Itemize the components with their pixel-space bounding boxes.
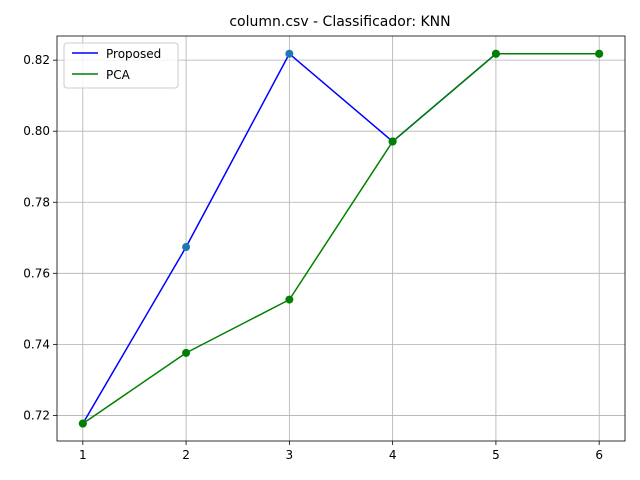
series-pca xyxy=(78,49,604,428)
series-line-pca xyxy=(82,53,600,425)
x-tick-label: 1 xyxy=(79,448,87,462)
x-tick-label: 5 xyxy=(492,448,500,462)
series-layer xyxy=(78,49,604,428)
x-tick-label: 2 xyxy=(182,448,190,462)
y-tick-label: 0.82 xyxy=(23,53,50,67)
data-point-pca xyxy=(595,49,604,58)
y-tick-label: 0.76 xyxy=(23,266,50,280)
y-tick-label: 0.72 xyxy=(23,408,50,422)
x-tick-label: 6 xyxy=(595,448,603,462)
data-point-pca xyxy=(491,49,500,58)
legend-label-proposed: Proposed xyxy=(106,47,161,61)
data-point-pca xyxy=(388,137,397,146)
legend-box xyxy=(63,42,179,89)
data-point-proposed xyxy=(285,49,294,58)
y-tick-label: 0.80 xyxy=(23,124,50,138)
plot-frame xyxy=(56,35,626,442)
y-tick-label: 0.74 xyxy=(23,337,50,351)
y-tick-label: 0.78 xyxy=(23,195,50,209)
legend-label-pca: PCA xyxy=(106,68,131,82)
axis-ticks: 1 2 3 4 5 6 0.72 0.74 0.76 0.78 0.80 0.82 xyxy=(23,53,603,462)
data-point-proposed xyxy=(182,243,191,252)
x-tick-label: 3 xyxy=(286,448,294,462)
data-point-pca xyxy=(182,348,191,357)
grid xyxy=(57,36,625,441)
x-tick-label: 4 xyxy=(389,448,397,462)
legend: Proposed PCA xyxy=(63,42,179,89)
data-point-pca xyxy=(78,419,87,428)
data-point-pca xyxy=(285,295,294,304)
chart-title: column.csv - Classificador: KNN xyxy=(229,14,450,30)
